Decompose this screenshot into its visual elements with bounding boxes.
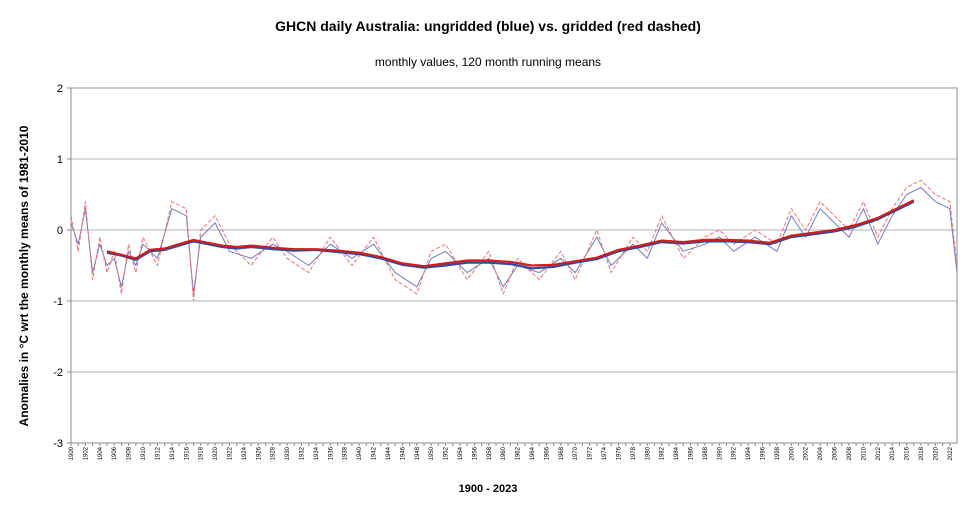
x-tick-label: 1994 [746, 446, 752, 460]
x-tick-label: 1944 [386, 446, 392, 460]
x-tick-label: 1976 [616, 446, 622, 460]
x-tick-label: 2012 [876, 446, 882, 460]
x-tick-label: 1930 [285, 446, 291, 460]
x-tick-label: 1918 [199, 446, 205, 460]
x-tick-label: 1906 [112, 446, 118, 460]
x-tick-label: 1908 [127, 446, 133, 460]
x-tick-label: 1988 [703, 446, 709, 460]
x-tick-label: 1978 [631, 446, 637, 460]
x-tick-label: 2016 [905, 446, 911, 460]
x-tick-label: 1982 [660, 446, 666, 460]
grid-lines [67, 87, 957, 446]
x-tick-label: 1940 [357, 446, 363, 460]
x-tick-label: 1984 [674, 446, 680, 460]
x-tick-label: 1970 [573, 446, 579, 460]
chart-title: GHCN daily Australia: ungridded (blue) v… [275, 18, 701, 34]
x-tick-label: 1928 [271, 446, 277, 460]
x-tick-label: 1962 [516, 446, 522, 460]
x-tick-label: 1980 [645, 446, 651, 460]
x-tick-labels: 1900 1902 1904 1906 1908 1910 1912 1914 1916 1918… [69, 446, 954, 460]
x-tick-label: 1916 [184, 446, 190, 460]
chart-subtitle: monthly values, 120 month running means [374, 55, 602, 69]
y-tick-label: -3 [53, 438, 63, 450]
x-tick-label: 2014 [890, 446, 896, 460]
x-tick-label: 1902 [83, 446, 89, 460]
x-tick-label: 2000 [789, 446, 795, 460]
x-tick-label: 1954 [458, 446, 464, 460]
x-tick-label: 1922 [227, 446, 233, 460]
x-tick-label: 2018 [919, 446, 925, 460]
x-tick-label: 1914 [170, 446, 176, 460]
x-tick-label: 2004 [818, 446, 824, 460]
y-tick-label: -1 [53, 296, 63, 308]
x-tick-label: 1948 [415, 446, 421, 460]
x-tick-label: 1932 [300, 446, 306, 460]
x-tick-label: 2002 [804, 446, 810, 460]
y-tick-label: -2 [53, 367, 63, 379]
x-tick-label: 1960 [501, 446, 507, 460]
x-tick-label: 2010 [861, 446, 867, 460]
x-tick-label: 1974 [602, 446, 608, 460]
x-tick-label: 1936 [328, 446, 334, 460]
x-tick-label: 1968 [559, 446, 565, 460]
y-tick-label: 0 [57, 225, 63, 237]
y-tick-labels: 2 1 0 -1 -2 -3 [53, 83, 63, 450]
x-tick-label: 1956 [472, 446, 478, 460]
x-tick-label: 1952 [444, 446, 450, 460]
x-tick-label: 1964 [530, 446, 536, 460]
x-tick-label: 1924 [242, 446, 248, 460]
x-tick-label: 2020 [933, 446, 939, 460]
x-tick-label: 1990 [717, 446, 723, 460]
x-tick-label: 1904 [98, 446, 104, 460]
x-tick-label: 1996 [761, 446, 767, 460]
x-tick-label: 2006 [833, 446, 839, 460]
plot-frame [70, 87, 958, 444]
x-tick-label: 1934 [314, 446, 320, 460]
x-tick-label: 2008 [847, 446, 853, 460]
series-line-1 [70, 179, 958, 302]
series-lines [70, 179, 958, 302]
x-tick-label: 1958 [487, 446, 493, 460]
y-tick-label: 2 [57, 83, 63, 95]
x-tick-label: 1950 [429, 446, 435, 460]
x-tick-label: 1910 [141, 446, 147, 460]
x-tick-label: 1926 [256, 446, 262, 460]
x-tick-label: 1942 [372, 446, 378, 460]
x-tick-label: 1998 [775, 446, 781, 460]
x-tick-label: 1992 [732, 446, 738, 460]
x-tick-label: 1900 [69, 446, 75, 460]
x-tick-label: 1966 [544, 446, 550, 460]
x-tick-label: 1912 [155, 446, 161, 460]
x-tick-label: 1986 [688, 446, 694, 460]
x-tick-label: 1938 [343, 446, 349, 460]
series-line-0 [70, 186, 958, 295]
y-tick-label: 1 [57, 154, 63, 166]
x-tick-label: 1920 [213, 446, 219, 460]
series-line-3 [106, 199, 915, 268]
x-tick-label: 2022 [948, 446, 954, 460]
series-line-2 [106, 200, 915, 270]
x-axis-label: 1900 - 2023 [458, 483, 518, 495]
x-tick-label: 1946 [400, 446, 406, 460]
x-tick-label: 1972 [588, 446, 594, 460]
